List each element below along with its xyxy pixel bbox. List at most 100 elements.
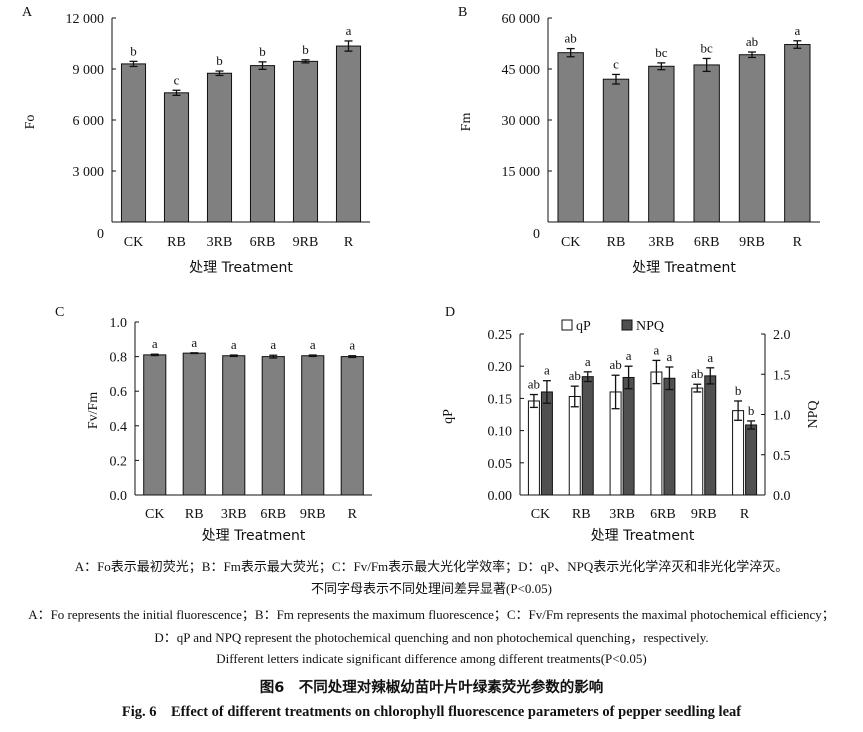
x-tick-label-b: 6RB (694, 235, 720, 250)
y-tick-label-b: 60 000 (502, 12, 541, 27)
sig-letter-a-1: c (174, 72, 180, 87)
bar-b-5 (784, 44, 811, 223)
bar-d-qp-3 (650, 371, 663, 496)
sig-letter-a-4: b (302, 42, 309, 57)
sig-letter-c-2: a (231, 337, 237, 352)
x-tick-label-c: R (348, 507, 358, 522)
bar-c-3 (261, 356, 285, 496)
sig-letter-d-npq-5: b (748, 403, 755, 418)
bar-d-npq-1 (581, 376, 594, 496)
x-tick-label-c: 3RB (221, 507, 247, 522)
x-axis-label-d: 处理 Treatment (591, 528, 695, 544)
bar-c-4 (301, 355, 325, 496)
bar-d-qp-4 (691, 387, 704, 496)
x-tick-label-a: R (344, 235, 354, 250)
sig-letter-d-qp-2: ab (609, 357, 621, 372)
x-tick-label-b: 9RB (739, 235, 765, 250)
sig-letter-d-npq-1: a (585, 354, 591, 369)
bar-a-1 (163, 92, 190, 223)
bar-b-3 (693, 64, 720, 223)
y2-tick-label-d: 0.0 (773, 489, 791, 504)
legend-label-npq: NPQ (636, 319, 664, 334)
sig-letter-d-qp-3: a (654, 342, 660, 357)
y-tick-label-c: 0.6 (110, 385, 128, 400)
sig-letter-b-4: ab (746, 34, 758, 49)
sig-letter-d-npq-0: a (544, 363, 550, 378)
y-tick-label-a: 6 000 (73, 114, 105, 129)
bar-a-5 (335, 45, 362, 223)
sig-letter-b-3: bc (701, 40, 714, 55)
x-axis-label-b: 处理 Treatment (632, 260, 736, 276)
y-tick-label-c: 0.2 (110, 454, 128, 469)
y2-tick-label-d: 1.0 (773, 409, 791, 424)
bar-b-4 (738, 54, 766, 223)
y-tick-label-b: 0 (533, 227, 540, 242)
sig-letter-a-5: a (346, 23, 352, 38)
x-tick-label-d: CK (531, 507, 550, 522)
bar-a-0 (120, 63, 147, 223)
x-tick-label-b: RB (607, 235, 626, 250)
sig-letter-d-npq-4: a (707, 350, 713, 365)
bar-c-5 (340, 356, 364, 496)
x-tick-label-b: CK (561, 235, 580, 250)
x-axis-label-a: 处理 Treatment (189, 260, 293, 276)
bar-d-npq-5 (745, 424, 758, 496)
sig-letter-c-5: a (349, 338, 355, 353)
bar-d-qp-1 (568, 395, 581, 496)
y-tick-label-a: 3 000 (73, 165, 105, 180)
figure-title-en: Fig. 6 Effect of different treatments on… (121, 704, 742, 720)
panel-letter-a: A (22, 5, 33, 20)
y-tick-label-d: 0.10 (488, 425, 513, 440)
sig-letter-c-4: a (310, 337, 316, 352)
y2-tick-label-d: 0.5 (773, 449, 791, 464)
x-tick-label-a: 6RB (250, 235, 276, 250)
x-tick-label-a: RB (167, 235, 186, 250)
caption-en-line3: Different letters indicate significant d… (216, 651, 647, 666)
legend-swatch-npq (621, 319, 633, 331)
x-tick-label-c: 9RB (300, 507, 326, 522)
bar-a-4 (292, 60, 319, 223)
bar-b-0 (557, 52, 584, 223)
y2-tick-label-d: 1.5 (773, 368, 791, 383)
sig-letter-d-qp-5: b (735, 383, 742, 398)
y-tick-label-d: 0.20 (488, 360, 513, 375)
sig-letter-c-3: a (270, 337, 276, 352)
x-tick-label-d: 3RB (609, 507, 635, 522)
panel-letter-c: C (55, 305, 64, 320)
caption-cn-line1: A：Fo表示最初荧光；B：Fm表示最大荧光；C：Fv/Fm表示最大光化学效率；D… (74, 559, 789, 574)
x-tick-label-d: 6RB (650, 507, 676, 522)
bar-d-npq-2 (622, 376, 635, 496)
y-tick-label-b: 30 000 (502, 114, 541, 129)
y-tick-label-a: 12 000 (66, 12, 105, 27)
bar-d-npq-3 (663, 377, 676, 496)
sig-letter-d-qp-1: ab (569, 368, 581, 383)
sig-letter-b-5: a (794, 23, 800, 38)
legend-label-qp: qP (576, 319, 591, 334)
y2-axis-label-d: NPQ (806, 400, 821, 428)
sig-letter-c-1: a (191, 335, 197, 350)
x-tick-label-d: RB (572, 507, 591, 522)
x-axis-label-c: 处理 Treatment (202, 528, 306, 544)
y-tick-label-c: 0.8 (110, 351, 128, 366)
y-tick-label-d: 0.15 (488, 392, 513, 407)
bar-b-1 (602, 78, 630, 223)
y-axis-label-a: Fo (23, 115, 38, 130)
bar-a-2 (206, 72, 233, 223)
bar-c-1 (182, 352, 206, 496)
x-tick-label-b: 3RB (648, 235, 674, 250)
y-axis-label-b: Fm (459, 113, 474, 132)
y-tick-label-b: 45 000 (502, 63, 541, 78)
x-tick-label-a: 3RB (207, 235, 233, 250)
y-tick-label-d: 0.05 (488, 457, 513, 472)
bar-d-npq-4 (704, 375, 717, 496)
sig-letter-a-2: b (216, 53, 223, 68)
bar-c-0 (143, 354, 167, 496)
y-tick-label-c: 0.4 (110, 420, 128, 435)
bar-d-qp-5 (732, 410, 745, 496)
y-tick-label-d: 0.25 (488, 328, 513, 343)
sig-letter-d-npq-2: a (626, 348, 632, 363)
bar-b-2 (648, 65, 675, 223)
y-axis-label-c: Fv/Fm (86, 392, 101, 429)
y-tick-label-d: 0.00 (488, 489, 513, 504)
